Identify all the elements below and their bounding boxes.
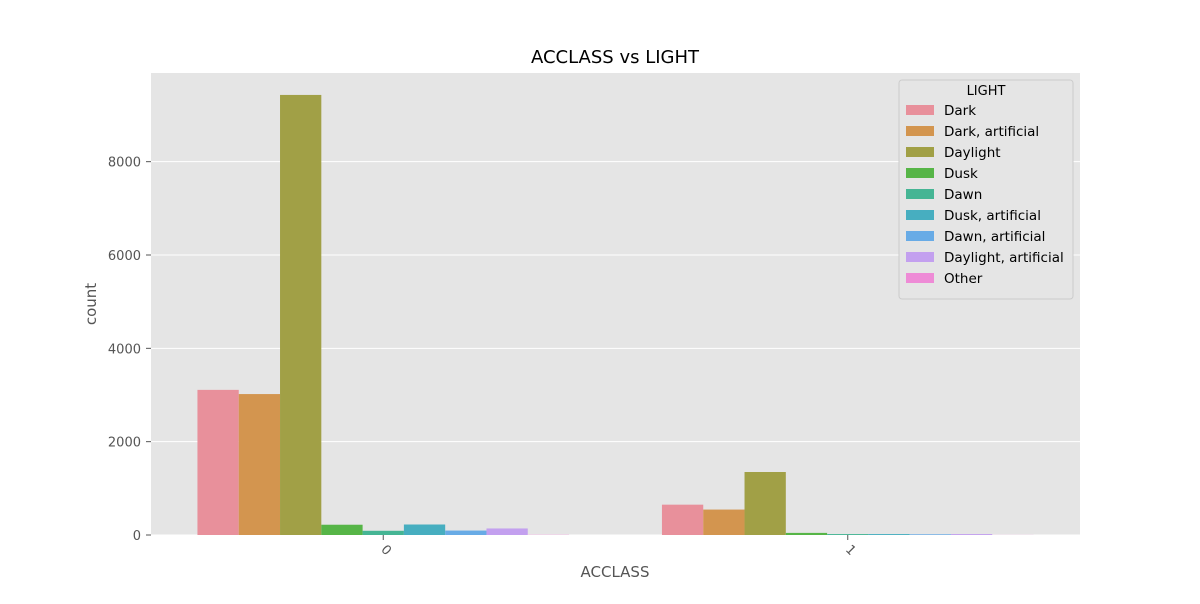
bar xyxy=(363,531,404,535)
legend-swatch xyxy=(906,105,934,115)
legend-swatch xyxy=(906,273,934,283)
bar xyxy=(197,390,238,535)
y-axis: 0 2000 4000 6000 8000 xyxy=(108,156,151,544)
legend-label: Dawn xyxy=(944,187,982,203)
y-tick-label: 4000 xyxy=(108,342,141,357)
legend-swatch xyxy=(906,189,934,199)
bar xyxy=(662,505,703,535)
y-tick-label: 2000 xyxy=(108,436,141,451)
legend-label: Dark xyxy=(944,103,976,119)
legend-label: Dusk xyxy=(944,166,978,182)
x-tick-label: 1 xyxy=(842,542,858,558)
legend-label: Dusk, artificial xyxy=(944,208,1041,224)
y-tick-label: 0 xyxy=(133,529,141,544)
bar xyxy=(239,394,280,535)
y-axis-label: count xyxy=(82,283,100,325)
legend-label: Other xyxy=(944,271,983,287)
bar xyxy=(868,534,909,535)
bar xyxy=(827,534,868,535)
y-tick-label: 6000 xyxy=(108,249,141,264)
bar xyxy=(445,531,486,535)
legend-swatch xyxy=(906,210,934,220)
x-tick-label: 0 xyxy=(377,542,393,558)
legend-swatch xyxy=(906,252,934,262)
legend-label: Dark, artificial xyxy=(944,124,1039,140)
legend-swatch xyxy=(906,231,934,241)
legend-swatch xyxy=(906,168,934,178)
legend-label: Dawn, artificial xyxy=(944,229,1045,245)
bar xyxy=(280,95,321,535)
bar xyxy=(951,534,992,535)
legend-label: Daylight xyxy=(944,145,1001,161)
legend-swatch xyxy=(906,147,934,157)
bar xyxy=(404,525,445,536)
bar xyxy=(910,534,951,535)
bar xyxy=(786,533,827,535)
legend-swatch xyxy=(906,126,934,136)
bar xyxy=(486,528,527,535)
chart-title: ACCLASS vs LIGHT xyxy=(531,47,700,68)
legend-label: Daylight, artificial xyxy=(944,250,1064,266)
y-tick-label: 8000 xyxy=(108,156,141,171)
bar xyxy=(321,525,362,535)
legend-title: LIGHT xyxy=(967,84,1006,99)
bar xyxy=(703,510,744,535)
x-axis-label: ACCLASS xyxy=(581,563,650,581)
legend: LIGHT Dark Dark, artificial Daylight Dusk Daw… xyxy=(899,80,1073,299)
bar xyxy=(745,472,786,535)
